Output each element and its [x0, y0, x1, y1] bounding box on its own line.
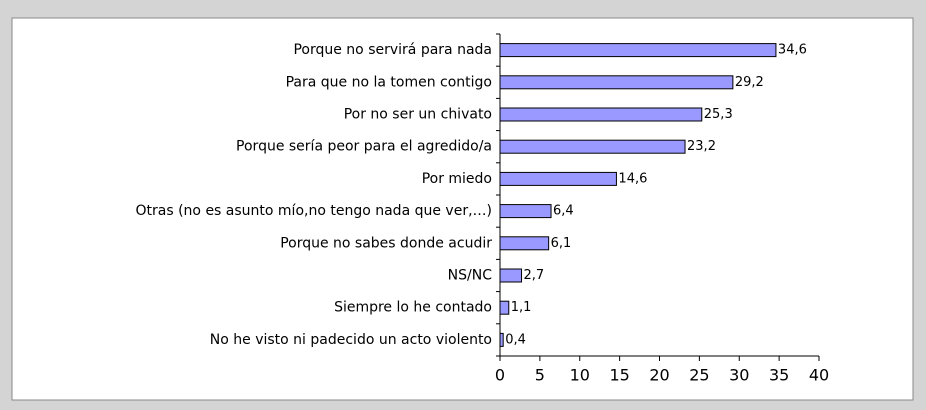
bar — [499, 75, 734, 90]
x-tick-label: 40 — [809, 366, 829, 385]
y-tick-label: Por no ser un chivato — [344, 107, 492, 123]
y-tick-label: Porque no sabes donde acudir — [280, 235, 492, 251]
y-tick-label: Otras (no es asunto mío,no tengo nada qu… — [136, 203, 493, 219]
chart-frame — [11, 17, 914, 401]
bar — [499, 332, 504, 347]
x-tick-label: 35 — [769, 366, 789, 385]
data-label: 23,2 — [687, 139, 716, 154]
data-label: 14,6 — [618, 171, 647, 186]
x-tick-label: 0 — [495, 366, 505, 385]
x-tick-label: 10 — [570, 366, 590, 385]
data-label: 2,7 — [524, 268, 545, 283]
bar — [499, 43, 777, 58]
data-label: 25,3 — [704, 107, 733, 122]
bar — [499, 107, 703, 122]
x-tick-label: 20 — [649, 366, 669, 385]
y-tick-label: Porque sería peor para el agredido/a — [236, 139, 492, 155]
data-label: 1,1 — [511, 300, 532, 315]
y-tick-label: Para que no la tomen contigo — [286, 74, 492, 90]
y-tick-label: Por miedo — [422, 171, 492, 187]
y-tick-label: Siempre lo he contado — [334, 300, 492, 316]
y-tick-label: Porque no servirá para nada — [293, 42, 492, 58]
data-label: 34,6 — [778, 43, 807, 58]
data-label: 6,4 — [553, 204, 574, 219]
bar — [499, 236, 550, 251]
x-tick-label: 5 — [535, 366, 545, 385]
data-label: 0,4 — [505, 332, 526, 347]
y-tick-label: No he visto ni padecido un acto violento — [210, 332, 492, 348]
data-label: 29,2 — [735, 75, 764, 90]
x-tick-label: 30 — [729, 366, 749, 385]
x-tick-label: 15 — [609, 366, 629, 385]
bar — [499, 204, 552, 219]
bar — [499, 171, 617, 186]
y-tick-label: NS/NC — [448, 268, 493, 284]
bar — [499, 139, 686, 154]
data-label: 6,1 — [551, 236, 572, 251]
x-tick-label: 25 — [689, 366, 709, 385]
bar — [499, 268, 523, 283]
bar — [499, 300, 510, 315]
